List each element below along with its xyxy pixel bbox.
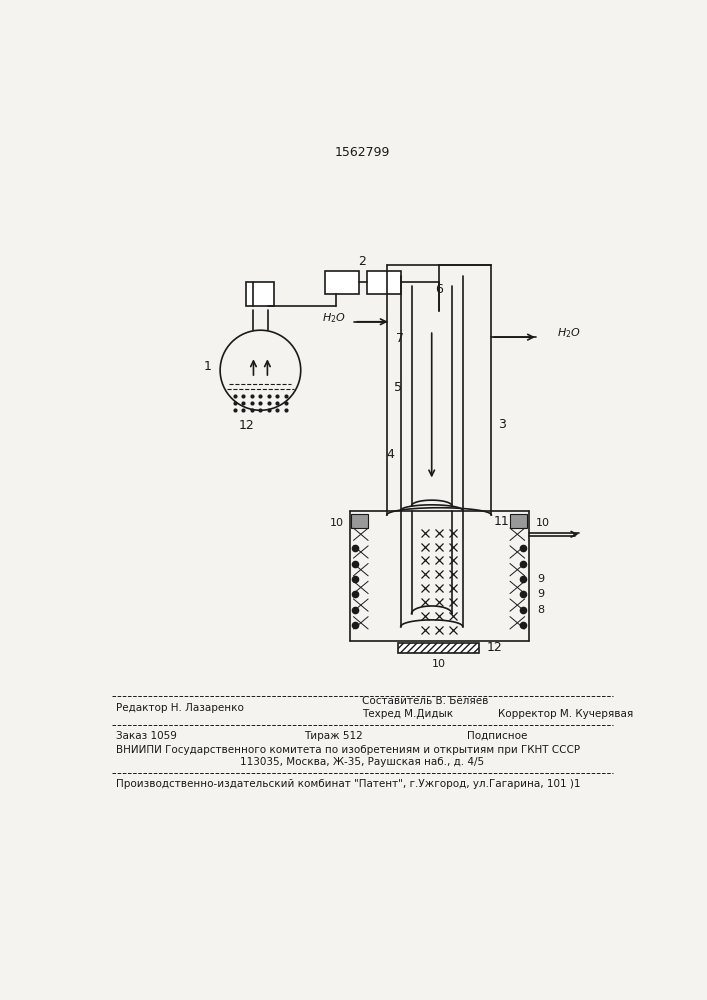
Bar — [510, 514, 527, 528]
Text: 3: 3 — [498, 418, 506, 431]
Text: 10: 10 — [432, 659, 445, 669]
Text: Техред М.Дидык: Техред М.Дидык — [362, 709, 453, 719]
Text: Подписное: Подписное — [467, 731, 527, 741]
Text: 2: 2 — [358, 255, 366, 268]
Text: Производственно-издательский комбинат "Патент", г.Ужгород, ул.Гагарина, 101 )1: Производственно-издательский комбинат "П… — [115, 779, 580, 789]
Text: 1562799: 1562799 — [334, 146, 390, 159]
Text: Составитель В. Беляев: Составитель В. Беляев — [362, 696, 489, 706]
Text: 10: 10 — [535, 518, 549, 528]
Text: Корректор М. Кучерявая: Корректор М. Кучерявая — [498, 709, 633, 719]
Text: 7: 7 — [396, 332, 404, 345]
Text: 8: 8 — [537, 605, 544, 615]
Bar — [398, 643, 479, 653]
Text: 113035, Москва, Ж-35, Раушская наб., д. 4/5: 113035, Москва, Ж-35, Раушская наб., д. … — [240, 757, 484, 767]
Text: $H_2O$: $H_2O$ — [322, 311, 346, 325]
Text: Тираж 512: Тираж 512 — [304, 731, 363, 741]
Text: ВНИИПИ Государственного комитета по изобретениям и открытиям при ГКНТ СССР: ВНИИПИ Государственного комитета по изоб… — [115, 745, 580, 755]
Bar — [367, 271, 401, 294]
Text: $H_2O$: $H_2O$ — [557, 326, 581, 340]
Text: 12: 12 — [238, 419, 255, 432]
Bar — [247, 282, 274, 306]
Text: Редактор Н. Лазаренко: Редактор Н. Лазаренко — [115, 703, 243, 713]
Text: 10: 10 — [330, 518, 344, 528]
Text: 4: 4 — [386, 448, 394, 461]
Text: 12: 12 — [486, 641, 503, 654]
Bar — [351, 514, 368, 528]
Text: 6: 6 — [435, 283, 443, 296]
Text: 11: 11 — [493, 515, 509, 528]
Text: 1: 1 — [204, 360, 211, 373]
Text: Заказ 1059: Заказ 1059 — [115, 731, 176, 741]
Text: 5: 5 — [394, 381, 402, 394]
Text: 9: 9 — [537, 574, 544, 584]
Bar — [325, 271, 359, 294]
Text: 9: 9 — [537, 589, 544, 599]
